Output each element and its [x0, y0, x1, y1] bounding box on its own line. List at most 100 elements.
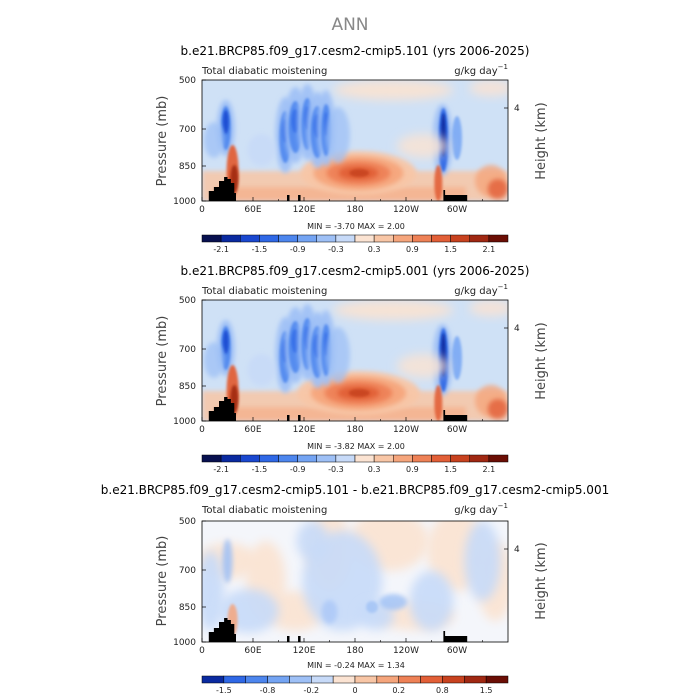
panel-1-xtick-label: 120W — [393, 205, 419, 215]
panel-3-units-exp: −1 — [498, 502, 508, 510]
panel-2-units-exp: −1 — [498, 283, 508, 291]
panel-3-colorbar-label: 0.2 — [392, 686, 405, 695]
panel-3-colorbar-label: -1.5 — [216, 686, 232, 695]
panel-2-contour — [434, 385, 443, 421]
panel-1-colorbar-label: 1.5 — [444, 245, 457, 254]
panel-2-colorbar-box — [297, 454, 317, 463]
panel-1-xtick-label: 0 — [199, 205, 205, 215]
panel-2-xtick-label: 0 — [199, 425, 205, 435]
panel-1-colorbar-box — [278, 234, 298, 243]
panel-1-terrain-africa — [208, 177, 236, 201]
panel-3-subtitle: Total diabatic moistening — [201, 505, 327, 516]
panel-2-units-base: g/kg day — [454, 286, 498, 297]
panel-1-contour — [333, 80, 454, 100]
panel-3-colorbar-box — [398, 675, 421, 684]
panel-1-contour — [222, 110, 229, 134]
panel-2-contour — [452, 336, 462, 380]
panel-3-colorbar-label: -0.8 — [260, 686, 276, 695]
panel-3-colorbar-box — [442, 675, 465, 684]
panel-1-colorbar-box — [488, 234, 509, 243]
panel-1-colorbar-box — [316, 234, 337, 243]
panel-1-contour — [214, 187, 466, 201]
panel-3-colorbar-box — [289, 675, 312, 684]
panel-2: b.e21.BRCP85.f09_g17.cesm2-cmip5.001 (yr… — [155, 264, 549, 474]
panel-3-colorbar-label: 0 — [352, 686, 357, 695]
panel-1-colorbar-box — [450, 234, 470, 243]
panel-1-title: b.e21.BRCP85.f09_g17.cesm2-cmip5.101 (yr… — [181, 44, 530, 58]
panel-1-ylabel-right: Height (km) — [534, 102, 549, 179]
panel-2-ytick-label: 1000 — [173, 417, 196, 427]
panel-2-colorbar-box — [393, 454, 413, 463]
panel-1-ytick-label: 500 — [179, 76, 196, 86]
panel-3-contour — [321, 600, 338, 624]
panel-3-xtick-label: 120W — [393, 646, 419, 656]
panel-2-colorbar-label: -1.5 — [252, 465, 268, 474]
panel-3-terrain-island — [298, 636, 301, 642]
panel-2-colorbar-box — [316, 454, 337, 463]
panel-3-units: g/kg day−1 — [454, 502, 508, 516]
panel-1-contour — [203, 122, 224, 158]
panel-1-units-base: g/kg day — [454, 66, 498, 77]
panel-2-colorbar-label: 0.3 — [368, 465, 381, 474]
panel-3-colorbar-box — [311, 675, 334, 684]
panel-1-contour — [349, 169, 370, 177]
panel-2-terrain-andes — [443, 410, 468, 421]
panel-2-field — [202, 300, 508, 421]
panel-2-colorbar-label: -0.3 — [328, 465, 344, 474]
panel-2-colorbar-box — [278, 454, 298, 463]
panel-1-colorbar-label: -0.3 — [328, 245, 344, 254]
panel-3-xtick-label: 60E — [244, 646, 261, 656]
panel-1-colorbar-box — [297, 234, 317, 243]
panel-1-colorbar-box — [431, 234, 451, 243]
panel-3-colorbar-label: 1.5 — [480, 686, 493, 695]
panel-3-xtick-label: 120E — [293, 646, 316, 656]
panel-3-terrain-island — [287, 636, 290, 642]
panel-3-right-tick-label: 4 — [514, 545, 520, 555]
panel-1-contour — [247, 134, 276, 166]
panel-1-ytick-label: 700 — [179, 125, 196, 135]
panel-2-colorbar-label: -0.9 — [290, 465, 306, 474]
panel-2-colorbar-box — [469, 454, 490, 463]
panel-1-colorbar-box — [259, 234, 279, 243]
panel-3-ylabel-right: Height (km) — [534, 542, 549, 619]
panel-2-colorbar-label: 1.5 — [444, 465, 457, 474]
panel-1-subtitle: Total diabatic moistening — [201, 66, 327, 77]
panel-1-colorbar-box — [469, 234, 490, 243]
panel-2-xtick-label: 180 — [346, 425, 363, 435]
panel-3-title: b.e21.BRCP85.f09_g17.cesm2-cmip5.101 - b… — [101, 483, 609, 497]
panel-1-contour — [452, 116, 462, 160]
panel-3-contour — [409, 571, 454, 631]
panel-3-contour — [366, 601, 378, 613]
panel-1-ytick-label: 850 — [179, 162, 196, 172]
panel-1-units-exp: −1 — [498, 63, 508, 71]
panel-1-minmax: MIN = -3.70 MAX = 2.00 — [307, 222, 405, 231]
panel-1-contour — [326, 107, 350, 163]
panel-3-contour — [222, 539, 233, 583]
panel-3-minmax: MIN = -0.24 MAX = 1.34 — [307, 661, 405, 670]
panel-3-colorbar-box — [420, 675, 443, 684]
panel-1-terrain-andes — [443, 190, 468, 201]
panel-2-contour — [469, 300, 508, 316]
panel-2-colorbar-box — [259, 454, 279, 463]
panel-3-ytick-label: 500 — [179, 517, 196, 527]
panel-2-contour — [326, 327, 350, 383]
panel-3-colorbar-box — [332, 675, 356, 684]
panel-3-terrain-africa — [208, 618, 236, 642]
panel-1-xtick-label: 60E — [244, 205, 261, 215]
panel-3-colorbar-box — [201, 675, 225, 684]
panel-1-colorbar-box — [373, 234, 394, 243]
panel-3-colorbar-box — [376, 675, 399, 684]
panel-2-colorbar-label: 2.1 — [483, 465, 496, 474]
panel-2-terrain-africa — [208, 397, 236, 421]
panel-1-colorbar-label: 0.9 — [406, 245, 419, 254]
panel-1-colorbar-box — [335, 234, 356, 243]
panel-2-ytick-label: 850 — [179, 382, 196, 392]
panel-1-colorbar-label: -1.5 — [252, 245, 268, 254]
panel-2-contour — [333, 300, 454, 320]
panel-3-ytick-label: 1000 — [173, 638, 196, 648]
panel-1-colorbar-label: 0.3 — [368, 245, 381, 254]
panel-2-contour — [203, 342, 224, 378]
panel-2-xtick-label: 60W — [447, 425, 467, 435]
panel-2-ytick-label: 700 — [179, 345, 196, 355]
